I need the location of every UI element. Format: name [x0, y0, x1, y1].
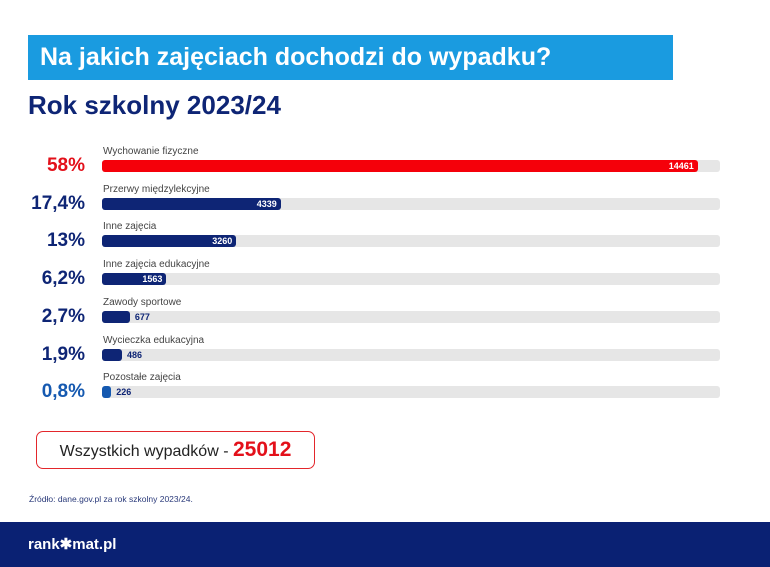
category-label: Zawody sportowe [103, 296, 182, 308]
value-label: 4339 [256, 198, 277, 209]
percent-label: 17,4% [31, 192, 85, 214]
bar-track: 4339 [102, 197, 720, 210]
chart-subtitle: Rok szkolny 2023/24 [28, 90, 281, 120]
percent-label: 2,7% [41, 305, 85, 327]
value-label: 1563 [142, 274, 163, 285]
value-label: 677 [134, 311, 150, 322]
value-label: 14461 [668, 161, 694, 171]
bar-track: 677 [102, 310, 720, 323]
bar [102, 386, 112, 399]
category-label: Inne zajęcia [103, 221, 157, 233]
percent-label: 6,2% [41, 268, 85, 290]
value-label: 3260 [212, 236, 233, 247]
percent-label: 58% [46, 155, 85, 176]
total-label: Wszystkich wypadków - [59, 443, 233, 460]
category-label: Przerwy międzylekcyjne [103, 183, 210, 195]
bar [102, 348, 123, 361]
category-label: Wychowanie fizyczne [103, 146, 199, 157]
bar-track: 1563 [102, 273, 720, 286]
footer: rank✱mat.pl [0, 522, 770, 567]
bar-row: 17,4% Przerwy międzylekcyjne 4339 [0, 184, 770, 222]
bar-track: 486 [102, 348, 720, 361]
bar-track: 3260 [102, 235, 720, 248]
bar-row: 0,8% Pozostałe zajęcia 226 [0, 372, 770, 410]
bar-track: 226 [102, 386, 720, 399]
category-label: Wycieczka edukacyjna [103, 334, 205, 346]
bar [102, 160, 698, 172]
bar [102, 235, 237, 248]
bar-row: 1,9% Wycieczka edukacyjna 486 [0, 335, 770, 373]
value-label: 226 [116, 387, 132, 398]
total-value: 25012 [232, 438, 292, 461]
percent-label: 1,9% [41, 343, 85, 365]
category-label: Pozostałe zajęcia [103, 372, 181, 384]
bar-row: 6,2% Inne zajęcia edukacyjne 1563 [0, 259, 770, 297]
rankomat-logo: rank✱mat.pl [28, 536, 117, 553]
percent-label: 13% [46, 230, 85, 252]
value-label: 486 [127, 349, 143, 360]
bar-row: 2,7% Zawody sportowe 677 [0, 297, 770, 335]
bar-row: 58% Wychowanie fizyczne 14461 [0, 146, 770, 184]
bar [102, 197, 281, 210]
total-accidents-box: Wszystkich wypadków - 25012 [36, 431, 315, 469]
bar [102, 273, 167, 286]
chart-title: Na jakich zajęciach dochodzi do wypadku? [28, 35, 673, 80]
percent-label: 0,8% [41, 381, 85, 403]
bar-track: 14461 [102, 160, 720, 172]
source-note: Źródło: dane.gov.pl za rok szkolny 2023/… [29, 494, 193, 504]
category-label: Inne zajęcia edukacyjne [103, 259, 210, 271]
bar [102, 310, 130, 323]
bar-row: 13% Inne zajęcia 3260 [0, 221, 770, 259]
